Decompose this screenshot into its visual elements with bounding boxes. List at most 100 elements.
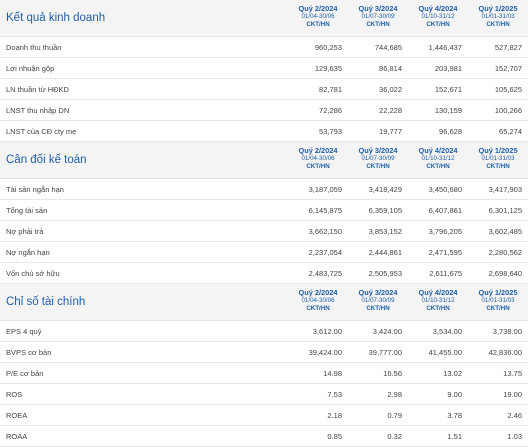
row-label: Vốn chủ sở hữu <box>6 268 60 278</box>
period-header[interactable]: Quý 2/2024 01/04-30/06 CKT/HN <box>288 0 348 36</box>
period-range: 01/01-31/03 <box>481 155 515 162</box>
period-quarter: Quý 1/2025 <box>478 288 518 297</box>
row-label: ROAA <box>6 431 28 441</box>
row-value: 3,417,903 <box>488 184 522 194</box>
period-range: 01/01-31/03 <box>481 297 515 304</box>
period-unit: CKT/HN <box>366 21 390 28</box>
period-range: 01/10-31/12 <box>421 297 455 304</box>
row-value: 6,145,875 <box>308 205 342 215</box>
table-row: BVPS cơ bản 39,424.00 39,777.00 41,455.0… <box>0 342 528 363</box>
table-row: Tài sản ngắn hạn 3,187,059 3,418,429 3,4… <box>0 179 528 200</box>
period-unit: CKT/HN <box>426 305 450 312</box>
row-value: 82,781 <box>319 84 342 94</box>
table-row: LNST thu nhập DN 72,286 22,228 130,159 1… <box>0 100 528 121</box>
row-label: Nợ phải trả <box>6 226 44 236</box>
row-value: 6,407,861 <box>428 205 462 215</box>
period-quarter: Quý 2/2024 <box>298 288 338 297</box>
row-value: 39,777.00 <box>368 347 402 357</box>
table-row: EPS 4 quý 3,612.00 3,424.00 3,534.00 3,7… <box>0 321 528 342</box>
row-value: 3,602,485 <box>488 226 522 236</box>
row-value: 6,359,105 <box>368 205 402 215</box>
row-value: 2.46 <box>507 410 522 420</box>
row-value: 152,707 <box>494 63 522 73</box>
row-value: 96,628 <box>439 126 462 136</box>
row-label: LNST thu nhập DN <box>6 105 70 115</box>
period-quarter: Quý 3/2024 <box>358 4 398 13</box>
row-value: 3,450,680 <box>428 184 462 194</box>
row-value: 19.00 <box>503 389 522 399</box>
period-unit: CKT/HN <box>486 305 510 312</box>
row-value: 3,738.00 <box>492 326 522 336</box>
period-unit: CKT/HN <box>486 21 510 28</box>
table-row: P/E cơ bản 14.98 16.56 13.02 13.75 <box>0 363 528 384</box>
row-value: 3,662,150 <box>308 226 342 236</box>
row-value: 744,685 <box>374 42 402 52</box>
row-value: 3,853,152 <box>368 226 402 236</box>
period-unit: CKT/HN <box>306 21 330 28</box>
table-row: Tổng tài sản 6,145,875 6,359,105 6,407,8… <box>0 200 528 221</box>
row-value: 2.98 <box>387 389 402 399</box>
row-value: 86,814 <box>379 63 402 73</box>
period-unit: CKT/HN <box>366 163 390 170</box>
section-financial-ratios: Chỉ số tài chính Quý 2/2024 01/04-30/06 … <box>0 284 528 447</box>
row-value: 2,471,595 <box>428 247 462 257</box>
row-value: 13.02 <box>443 368 462 378</box>
period-range: 01/07-30/09 <box>361 155 395 162</box>
row-value: 6,301,125 <box>488 205 522 215</box>
row-value: 14.98 <box>323 368 342 378</box>
row-value: 3,418,429 <box>368 184 402 194</box>
table-row: Nợ phải trả 3,662,150 3,853,152 3,796,20… <box>0 221 528 242</box>
row-label: ROEA <box>6 410 28 420</box>
row-value: 9.00 <box>447 389 462 399</box>
period-header[interactable]: Quý 3/2024 01/07-30/09 CKT/HN <box>348 142 408 178</box>
period-header[interactable]: Quý 1/2025 01/01-31/03 CKT/HN <box>468 0 528 36</box>
row-value: 1.03 <box>507 431 522 441</box>
table-row: Doanh thu thuần 960,253 744,685 1,446,43… <box>0 37 528 58</box>
section-header: Kết quả kinh doanh Quý 2/2024 01/04-30/0… <box>0 0 528 37</box>
row-value: 105,625 <box>494 84 522 94</box>
period-range: 01/04-30/06 <box>301 155 335 162</box>
period-header[interactable]: Quý 3/2024 01/07-30/09 CKT/HN <box>348 0 408 36</box>
period-header[interactable]: Quý 2/2024 01/04-30/06 CKT/HN <box>288 142 348 178</box>
period-header[interactable]: Quý 4/2024 01/10-31/12 CKT/HN <box>408 0 468 36</box>
table-row: LN thuần từ HĐKD 82,781 36,022 152,671 1… <box>0 79 528 100</box>
period-header[interactable]: Quý 1/2025 01/01-31/03 CKT/HN <box>468 284 528 320</box>
period-range: 01/04-30/06 <box>301 297 335 304</box>
period-header[interactable]: Quý 1/2025 01/01-31/03 CKT/HN <box>468 142 528 178</box>
row-value: 129,635 <box>314 63 342 73</box>
row-value: 7.53 <box>327 389 342 399</box>
period-unit: CKT/HN <box>306 305 330 312</box>
row-label: P/E cơ bản <box>6 368 44 378</box>
row-value: 960,253 <box>314 42 342 52</box>
row-value: 1.51 <box>447 431 462 441</box>
period-header[interactable]: Quý 4/2024 01/10-31/12 CKT/HN <box>408 142 468 178</box>
period-quarter: Quý 1/2025 <box>478 146 518 155</box>
row-label: Tổng tài sản <box>6 205 48 215</box>
period-header[interactable]: Quý 4/2024 01/10-31/12 CKT/HN <box>408 284 468 320</box>
section-header: Chỉ số tài chính Quý 2/2024 01/04-30/06 … <box>0 284 528 321</box>
section-title: Cân đối kế toán <box>6 154 87 166</box>
row-value: 2,444,861 <box>368 247 402 257</box>
row-value: 53,793 <box>319 126 342 136</box>
row-value: 0.79 <box>387 410 402 420</box>
section-title: Chỉ số tài chính <box>6 296 86 308</box>
period-header[interactable]: Quý 2/2024 01/04-30/06 CKT/HN <box>288 284 348 320</box>
period-unit: CKT/HN <box>366 305 390 312</box>
table-row: LNST của CĐ cty mẹ 53,793 19,777 96,628 … <box>0 121 528 142</box>
period-quarter: Quý 3/2024 <box>358 288 398 297</box>
row-value: 2,698,640 <box>488 268 522 278</box>
period-quarter: Quý 1/2025 <box>478 4 518 13</box>
row-value: 42,836.00 <box>488 347 522 357</box>
period-range: 01/04-30/06 <box>301 13 335 20</box>
table-row: ROS 7.53 2.98 9.00 19.00 <box>0 384 528 405</box>
period-header[interactable]: Quý 3/2024 01/07-30/09 CKT/HN <box>348 284 408 320</box>
row-value: 13.75 <box>503 368 522 378</box>
row-label: LN thuần từ HĐKD <box>6 84 69 94</box>
row-value: 203,981 <box>434 63 462 73</box>
period-range: 01/01-31/03 <box>481 13 515 20</box>
row-value: 65,274 <box>499 126 522 136</box>
period-quarter: Quý 4/2024 <box>418 288 458 297</box>
period-quarter: Quý 2/2024 <box>298 146 338 155</box>
row-label: Nợ ngắn hạn <box>6 247 50 257</box>
period-quarter: Quý 2/2024 <box>298 4 338 13</box>
